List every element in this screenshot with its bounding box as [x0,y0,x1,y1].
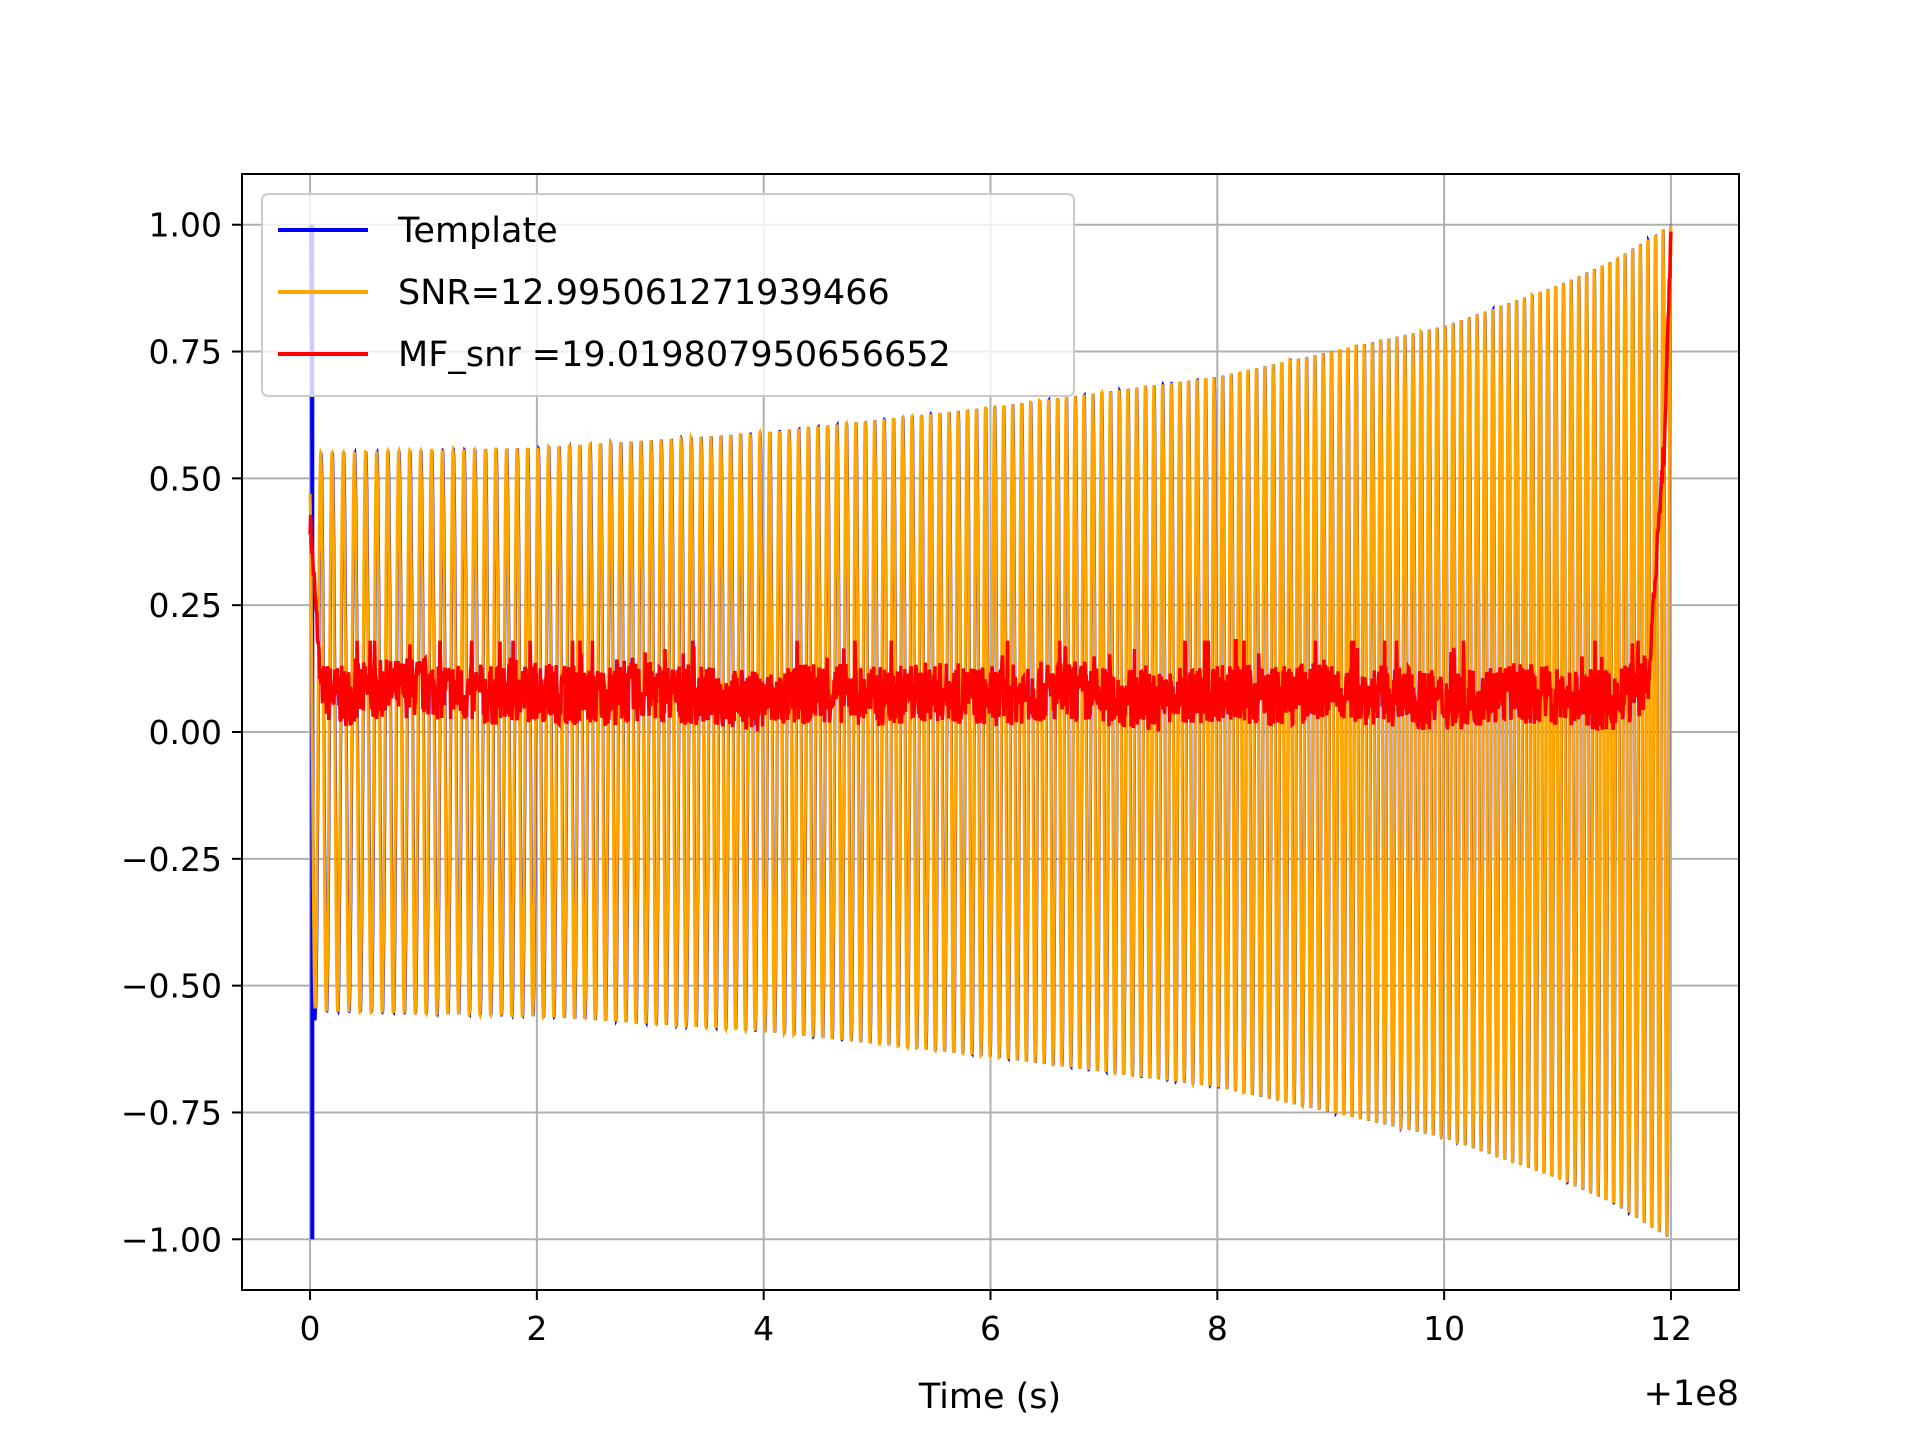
x-tick-label: 0 [300,1309,321,1348]
legend-box [261,193,1075,397]
y-tick-label: 0.25 [149,586,222,625]
legend-label: MF_snr =19.019807950656652 [398,335,951,375]
series-snr-line [308,225,1673,1237]
y-tick-label: −0.75 [121,1093,222,1132]
legend-label: SNR=12.995061271939466 [398,273,890,313]
y-tick-label: −0.25 [121,840,222,879]
x-tick-label: 12 [1650,1309,1692,1348]
x-tick-label: 6 [980,1309,1001,1348]
y-tick-label: 0.50 [149,459,222,498]
legend: Template SNR=12.995061271939466 MF_snr =19… [261,193,1075,397]
y-tick-label: −1.00 [121,1220,222,1259]
y-tick-label: −0.50 [121,967,222,1006]
legend-label: Template [397,211,558,251]
y-tick-label: 0.75 [149,333,222,372]
x-tick-label: 4 [753,1309,774,1348]
x-tick-label: 8 [1207,1309,1228,1348]
series-mf-snr-line [308,231,1673,732]
y-tick-label: 0.00 [149,713,222,752]
x-axis: 0 2 4 6 8 10 12 [300,1290,1692,1348]
x-axis-label: Time (s) [918,1377,1061,1417]
x-tick-label: 10 [1423,1309,1465,1348]
y-tick-label: 1.00 [149,206,222,245]
y-axis: 1.00 0.75 0.50 0.25 0.00 −0.25 −0.50 −0.75 −1.00 [121,206,242,1259]
x-offset-label: +1e8 [1644,1374,1739,1414]
x-tick-label: 2 [526,1309,547,1348]
